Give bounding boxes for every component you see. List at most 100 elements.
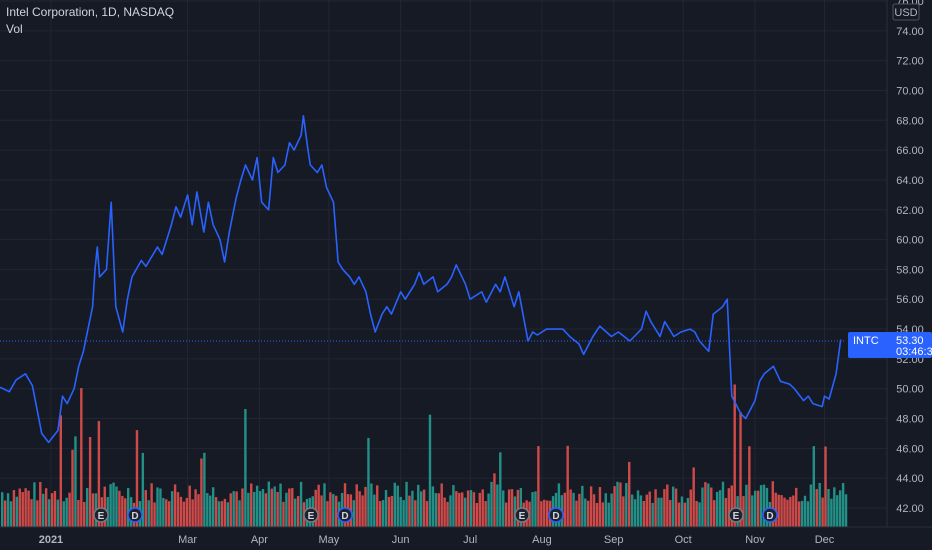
earnings-marker[interactable]: E — [93, 507, 109, 523]
earnings-marker[interactable]: E — [728, 507, 744, 523]
volume-bar — [24, 488, 27, 527]
indicator-label[interactable]: Vol — [6, 22, 23, 36]
volume-bar — [628, 461, 631, 527]
volume-bar — [185, 497, 188, 527]
volume-bar — [545, 500, 549, 527]
volume-bar — [507, 489, 511, 527]
volume-bar — [710, 487, 713, 527]
volume-bar — [756, 490, 760, 527]
volume-bar — [273, 486, 276, 527]
volume-bar — [475, 502, 479, 527]
volume-bar — [452, 485, 455, 527]
dividend-marker[interactable]: D — [548, 507, 564, 523]
volume-bar — [510, 489, 514, 527]
earnings-marker[interactable]: E — [514, 507, 530, 523]
time-tick-label: Oct — [675, 534, 692, 546]
volume-bar — [3, 500, 7, 527]
volume-bar — [648, 491, 651, 527]
volume-bar — [625, 483, 628, 527]
dividend-marker[interactable]: D — [127, 507, 143, 523]
price-tick-label: 58.00 — [896, 264, 924, 276]
volume-bar — [707, 483, 710, 527]
volume-bar — [595, 502, 599, 527]
price-line — [0, 115, 842, 444]
time-tick-label: 2021 — [39, 534, 63, 546]
volume-bar — [405, 481, 408, 527]
chart-title[interactable]: Intel Corporation, 1D, NASDAQ — [6, 5, 175, 19]
price-tick-label: 62.00 — [896, 205, 924, 217]
event-circle — [337, 507, 353, 523]
volume-bar — [194, 489, 197, 527]
volume-bar — [103, 486, 106, 527]
volume-bar — [484, 501, 487, 527]
volume-bar — [657, 497, 660, 527]
volume-bar — [36, 500, 39, 527]
volume-bar — [800, 500, 804, 527]
volume-bar — [270, 488, 273, 527]
volume-bar — [440, 483, 443, 527]
volume-bar — [566, 445, 569, 527]
volume-bar — [458, 492, 461, 527]
volume-bar — [540, 501, 543, 527]
earnings-marker[interactable]: E — [303, 507, 319, 523]
volume-bar — [264, 493, 268, 527]
volume-bar — [622, 496, 625, 527]
volume-bar — [745, 484, 748, 527]
volume-bar — [563, 492, 566, 527]
event-circle — [728, 507, 744, 523]
volume-bar — [786, 499, 789, 527]
volume-bar — [543, 499, 546, 527]
price-tick-label: 66.00 — [896, 145, 924, 157]
volume-bar — [27, 490, 30, 527]
volume-bar — [182, 501, 186, 527]
time-tick-label: Jun — [392, 534, 410, 546]
volume-bar — [53, 490, 57, 527]
volume-bar — [30, 499, 33, 527]
volume-bar — [393, 482, 397, 527]
time-tick-label: Jul — [463, 534, 477, 546]
volume-bar — [314, 489, 317, 527]
last-price-value: 53.30 — [896, 335, 924, 347]
dividend-marker[interactable]: D — [337, 507, 353, 523]
volume-bar — [803, 495, 807, 527]
volume-bar — [742, 496, 745, 527]
volume-bar — [537, 446, 540, 527]
time-axis[interactable]: 2021 Mar Apr May Jun Jul Aug Sep Oct Nov Dec — [39, 534, 835, 546]
volume-bar — [188, 485, 191, 527]
volume-bar — [616, 481, 619, 527]
volume-bar — [387, 496, 391, 527]
volume-bar — [170, 491, 174, 527]
volume-bar — [6, 493, 10, 527]
volume-bar — [244, 409, 247, 527]
volume-bar — [695, 500, 698, 527]
volume-bar — [335, 495, 338, 527]
volume-bar — [830, 498, 833, 527]
volume-bar — [109, 484, 112, 527]
volume-bar — [806, 501, 810, 527]
volume-bar — [85, 488, 89, 527]
dividend-marker[interactable]: D — [762, 507, 778, 523]
price-tick-label: 60.00 — [896, 235, 924, 247]
currency-text: USD — [894, 7, 917, 19]
currency-label[interactable]: USD — [892, 3, 920, 21]
volume-bar — [352, 500, 355, 527]
event-label: E — [733, 511, 740, 522]
volume-bar — [771, 481, 774, 527]
volume-bar — [370, 483, 373, 527]
volume-bar — [472, 492, 476, 527]
price-tick-label: 50.00 — [896, 384, 924, 396]
volume-bar — [39, 481, 42, 527]
volume-bar — [88, 436, 92, 527]
time-tick-label: May — [318, 534, 339, 546]
volume-bar — [396, 485, 399, 527]
volume-bar — [639, 495, 643, 527]
price-tick-label: 56.00 — [896, 294, 924, 306]
volume-bar — [156, 487, 159, 527]
volume-bar — [65, 497, 68, 527]
volume-bar — [463, 497, 467, 527]
volume-bar — [724, 497, 728, 527]
volume-bar — [630, 494, 634, 527]
volume-bar — [214, 497, 218, 527]
